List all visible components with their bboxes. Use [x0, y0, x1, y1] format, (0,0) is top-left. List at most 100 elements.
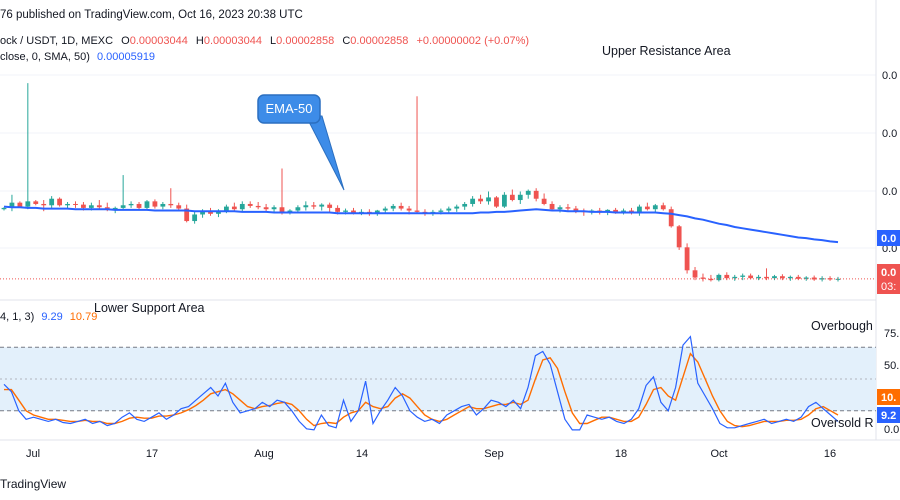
- candle-body: [327, 204, 333, 208]
- candle-body: [279, 207, 285, 213]
- candle-body: [565, 207, 571, 209]
- oversold-label: Oversold R: [811, 416, 874, 430]
- ema-price-badge-text: 0.0: [881, 233, 896, 245]
- candle-body: [25, 201, 31, 207]
- candle-body: [533, 190, 539, 199]
- stochastic-axis-label: 50.: [884, 360, 899, 372]
- open-label: O: [121, 35, 130, 47]
- candle-body: [41, 203, 47, 206]
- candle-body: [772, 276, 777, 279]
- open-value: 0.00003044: [130, 35, 188, 47]
- candle-body: [200, 210, 205, 215]
- candle-body: [224, 206, 229, 212]
- candle-body: [192, 214, 198, 222]
- candle-body: [271, 207, 277, 210]
- candle-body: [756, 276, 761, 279]
- candle-body: [33, 201, 39, 204]
- ema-callout-label: EMA-50: [266, 101, 313, 116]
- candle-body: [319, 204, 325, 207]
- candle-body: [57, 198, 62, 206]
- candle-body: [652, 205, 658, 210]
- countdown-badge-text: 03:: [881, 281, 896, 293]
- candle-body: [668, 209, 674, 227]
- stochastic-axis: 75. 50. 10. 9.2 0.0: [877, 328, 900, 436]
- candle-body: [478, 198, 483, 202]
- price-axis-label: 0.0: [882, 186, 897, 198]
- candle-body: [9, 202, 15, 208]
- candle-body: [231, 206, 237, 210]
- stochastic-k-badge: [877, 407, 900, 423]
- candle-body: [446, 208, 452, 211]
- candle-body: [263, 207, 269, 210]
- time-axis-label: Sep: [484, 448, 504, 460]
- candle-body: [184, 208, 190, 222]
- candle-body: [152, 201, 158, 207]
- candle-body: [644, 206, 650, 210]
- candle-body: [637, 206, 642, 214]
- stochastic-d-badge-text: 10.: [881, 392, 896, 404]
- lower-support-label: Lower Support Area: [94, 301, 205, 315]
- candle-body: [390, 205, 396, 209]
- candle-body: [525, 190, 531, 195]
- ma-value: 0.00005919: [97, 51, 155, 63]
- time-axis-label: 14: [356, 448, 368, 460]
- candle-body: [740, 275, 746, 277]
- candle-body: [660, 205, 666, 210]
- candle-body: [120, 205, 126, 208]
- candle-body: [255, 205, 261, 208]
- candle-body: [724, 274, 730, 279]
- close-label: C: [342, 35, 350, 47]
- candle-body: [136, 203, 142, 208]
- candle-body: [502, 194, 507, 207]
- price-axis-label: 0.0: [882, 128, 897, 140]
- stochastic-legend: 4, 1, 3) 9.29 10.79: [0, 311, 97, 323]
- candle-body: [716, 274, 722, 281]
- candle-body: [128, 203, 134, 206]
- candle-body: [311, 205, 317, 207]
- candle-body: [549, 203, 555, 210]
- candle-body: [462, 203, 468, 207]
- close-value: 0.00002858: [350, 35, 408, 47]
- candle-body: [764, 276, 769, 279]
- candle-body: [780, 276, 785, 279]
- upper-resistance-label: Upper Resistance Area: [602, 44, 731, 58]
- candle-body: [374, 210, 380, 214]
- candle-body: [406, 208, 412, 211]
- symbol-name: ock / USDT, 1D, MEXC: [0, 35, 113, 47]
- candle-body: [303, 205, 309, 208]
- low-label: L: [270, 35, 276, 47]
- candle-body: [414, 210, 420, 212]
- price-axis: 0.0 0.0 0.0 0.0 0.0 0.0 03:: [877, 70, 900, 294]
- candle-body: [517, 194, 523, 201]
- low-value: 0.00002858: [276, 35, 334, 47]
- ema-callout-pointer: [305, 115, 345, 191]
- stochastic-k-badge-text: 9.2: [881, 410, 896, 422]
- stochastic-axis-label: 0.0: [884, 424, 899, 436]
- candle-body: [17, 202, 23, 207]
- candle-body: [112, 207, 118, 210]
- candle-body: [351, 210, 356, 214]
- stochastic-k-value: 9.29: [41, 311, 62, 323]
- candle-body: [557, 207, 563, 210]
- ema-callout-box: [257, 94, 321, 124]
- stochastic-d-badge: [877, 389, 900, 405]
- candle-body: [732, 276, 738, 279]
- price-axis-label: 0.0: [882, 70, 897, 82]
- candle-body: [795, 276, 801, 279]
- candle-body: [176, 205, 182, 209]
- candlestick-series: [1, 83, 841, 282]
- candle-body: [827, 278, 833, 280]
- time-axis-label: 16: [824, 448, 836, 460]
- candle-body: [748, 275, 754, 279]
- candle-body: [692, 270, 698, 278]
- symbol-line: ock / USDT, 1D, MEXC O0.00003044 H0.0000…: [0, 35, 529, 47]
- candle-body: [88, 205, 94, 208]
- candle-body: [216, 211, 221, 214]
- candle-body: [700, 277, 706, 279]
- candle-body: [295, 207, 301, 211]
- stochastic-params: 4, 1, 3): [0, 311, 34, 323]
- candle-body: [335, 207, 340, 212]
- candle-body: [835, 278, 841, 280]
- overbought-label: Overbough: [811, 319, 873, 333]
